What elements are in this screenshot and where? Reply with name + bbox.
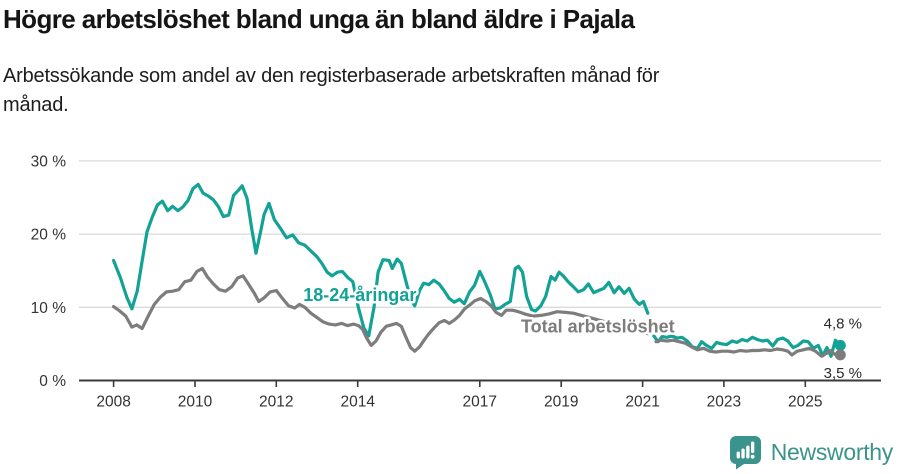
x-axis-label-2017: 2017 <box>463 394 497 411</box>
newsworthy-logo-text: Newsworthy <box>770 438 894 465</box>
x-axis-label-2010: 2010 <box>178 394 213 411</box>
end-label-young: 4,8 % <box>824 316 862 333</box>
y-axis-label-20: 20 % <box>31 227 67 244</box>
unemployment-line-chart: 30 % 20 % 10 % 0 % 2008 2010 2012 2014 2017 2019 2… <box>31 153 881 411</box>
x-axis-label-2008: 2008 <box>96 394 130 411</box>
x-axis-label-2014: 2014 <box>340 394 375 411</box>
chart-subtitle: Arbetssökande som andel av den registerb… <box>3 62 883 120</box>
x-axis-label-2019: 2019 <box>544 394 578 411</box>
newsworthy-logo-icon <box>729 435 761 469</box>
series-label-total: Total arbetslöshet <box>521 316 675 336</box>
series-line-total-seg2 <box>654 338 842 358</box>
chart-subtitle-line-2: månad. <box>3 94 69 116</box>
end-dot-young <box>834 339 846 351</box>
series-label-young: 18-24-åringar <box>303 285 416 305</box>
y-axis-label-30: 30 % <box>31 153 67 170</box>
chart-subtitle-line-1: Arbetssökande som andel av den registerb… <box>3 65 660 87</box>
series-line-young-seg1 <box>111 182 650 338</box>
y-axis-label-10: 10 % <box>31 300 67 317</box>
y-axis-label-0: 0 % <box>39 373 66 390</box>
end-label-total: 3,5 % <box>824 365 862 382</box>
end-dot-total <box>834 349 846 361</box>
series-line-young-seg2 <box>652 334 842 358</box>
x-axis-label-2021: 2021 <box>625 394 659 411</box>
x-axis-label-2023: 2023 <box>707 394 741 411</box>
newsworthy-brand-link[interactable]: Newsworthy <box>729 434 893 470</box>
x-axis-label-2025: 2025 <box>788 394 822 411</box>
chart-title: Högre arbetslöshet bland unga än bland ä… <box>3 4 635 34</box>
x-axis-label-2012: 2012 <box>259 394 293 411</box>
series-line-total-seg1 <box>111 266 650 353</box>
